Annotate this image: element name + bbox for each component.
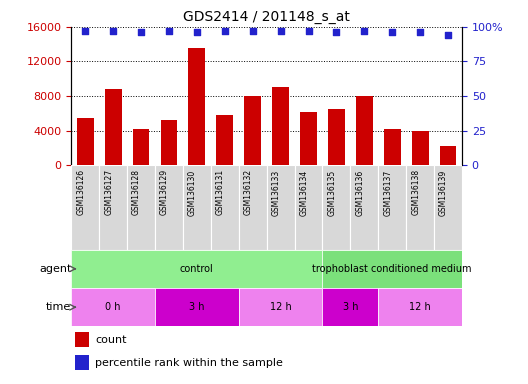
- Text: GSM136135: GSM136135: [327, 169, 336, 215]
- Bar: [267, 165, 295, 250]
- Text: agent: agent: [39, 264, 71, 274]
- Text: time: time: [46, 302, 71, 312]
- Bar: [239, 165, 267, 250]
- Bar: [77, 118, 93, 165]
- Bar: [155, 288, 239, 326]
- Point: [444, 32, 452, 38]
- Text: 12 h: 12 h: [270, 302, 291, 312]
- Bar: [183, 165, 211, 250]
- Bar: [406, 165, 434, 250]
- Bar: [434, 165, 462, 250]
- Bar: [239, 288, 323, 326]
- Text: GSM136126: GSM136126: [76, 169, 85, 215]
- Bar: [211, 165, 239, 250]
- Bar: [244, 96, 261, 165]
- Bar: [99, 165, 127, 250]
- Title: GDS2414 / 201148_s_at: GDS2414 / 201148_s_at: [183, 10, 350, 25]
- Text: 3 h: 3 h: [189, 302, 205, 312]
- Text: GSM136134: GSM136134: [299, 169, 308, 215]
- Point: [137, 29, 145, 35]
- Text: GSM136133: GSM136133: [271, 169, 280, 215]
- Point: [109, 28, 117, 34]
- Point: [416, 29, 425, 35]
- Text: GSM136138: GSM136138: [411, 169, 420, 215]
- Bar: [300, 112, 317, 165]
- Point: [249, 28, 257, 34]
- Text: GSM136127: GSM136127: [104, 169, 113, 215]
- Bar: [384, 129, 401, 165]
- Bar: [75, 333, 89, 348]
- Text: control: control: [180, 264, 214, 274]
- Bar: [272, 88, 289, 165]
- Text: count: count: [95, 335, 127, 345]
- Text: GSM136136: GSM136136: [355, 169, 364, 215]
- Bar: [323, 288, 378, 326]
- Bar: [323, 250, 462, 288]
- Bar: [71, 288, 155, 326]
- Bar: [105, 89, 121, 165]
- Bar: [295, 165, 323, 250]
- Text: trophoblast conditioned medium: trophoblast conditioned medium: [313, 264, 472, 274]
- Point: [165, 28, 173, 34]
- Point: [360, 28, 369, 34]
- Bar: [378, 165, 406, 250]
- Text: 12 h: 12 h: [409, 302, 431, 312]
- Bar: [161, 120, 177, 165]
- Text: GSM136132: GSM136132: [244, 169, 253, 215]
- Bar: [75, 355, 89, 370]
- Bar: [351, 165, 378, 250]
- Bar: [440, 146, 456, 165]
- Point: [332, 29, 341, 35]
- Text: GSM136139: GSM136139: [439, 169, 448, 215]
- Bar: [133, 129, 149, 165]
- Bar: [356, 96, 373, 165]
- Bar: [328, 109, 345, 165]
- Point: [388, 29, 397, 35]
- Text: GSM136130: GSM136130: [188, 169, 197, 215]
- Point: [276, 28, 285, 34]
- Point: [221, 28, 229, 34]
- Point: [193, 29, 201, 35]
- Text: GSM136128: GSM136128: [132, 169, 141, 215]
- Bar: [155, 165, 183, 250]
- Text: GSM136131: GSM136131: [216, 169, 225, 215]
- Text: GSM136137: GSM136137: [383, 169, 392, 215]
- Bar: [71, 165, 99, 250]
- Bar: [71, 250, 323, 288]
- Text: percentile rank within the sample: percentile rank within the sample: [95, 358, 283, 368]
- Bar: [323, 165, 351, 250]
- Bar: [188, 48, 205, 165]
- Point: [81, 28, 89, 34]
- Point: [304, 28, 313, 34]
- Text: GSM136129: GSM136129: [160, 169, 169, 215]
- Text: 0 h: 0 h: [106, 302, 121, 312]
- Bar: [378, 288, 462, 326]
- Bar: [216, 115, 233, 165]
- Text: 3 h: 3 h: [343, 302, 358, 312]
- Bar: [412, 131, 429, 165]
- Bar: [127, 165, 155, 250]
